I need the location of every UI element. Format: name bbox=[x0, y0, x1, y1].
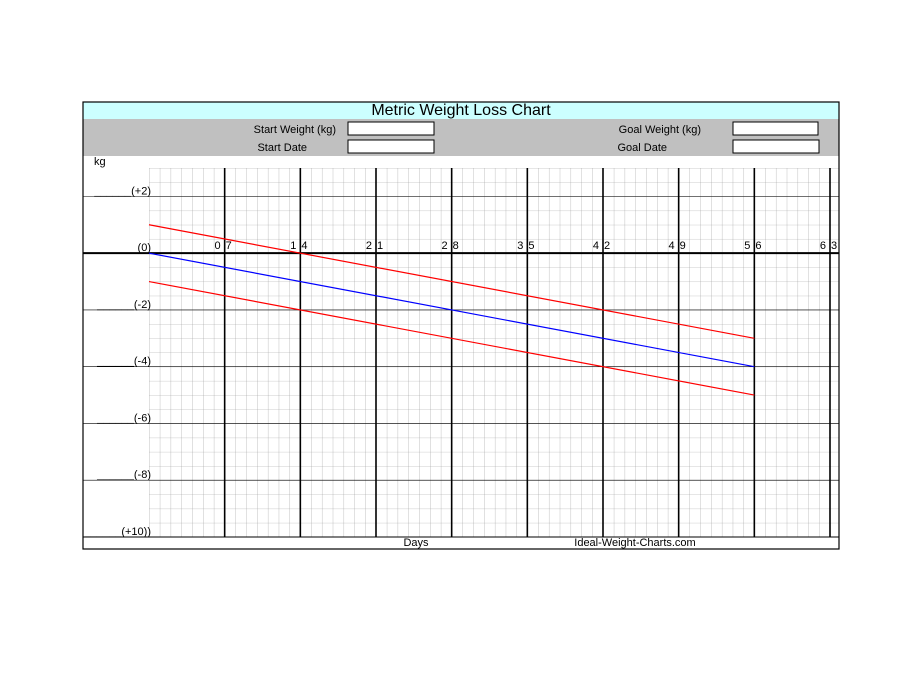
x-tick-label: 28 bbox=[442, 240, 464, 252]
input-box[interactable] bbox=[732, 121, 819, 136]
y-tick-label: ______(-8) bbox=[96, 469, 151, 481]
title-bar bbox=[83, 102, 839, 119]
trend-line bbox=[148, 224, 755, 339]
frame bbox=[82, 101, 840, 550]
y-tick-label: ______(+2) bbox=[93, 185, 151, 197]
x-tick-label: 63 bbox=[820, 240, 842, 252]
x-axis-label: Days bbox=[403, 537, 429, 549]
input-box[interactable] bbox=[347, 121, 435, 136]
plot: ______(+2) (0) ______(-2) ______(-4) ______(… bbox=[83, 168, 842, 538]
trend-line bbox=[148, 280, 755, 396]
y-axis-label: kg bbox=[94, 156, 106, 168]
minor-grid bbox=[149, 168, 839, 537]
trend-line bbox=[148, 252, 755, 368]
field-label: Start Date bbox=[257, 142, 307, 154]
x-tick-label: 49 bbox=[669, 240, 691, 252]
y-tick-label: (0) bbox=[138, 242, 151, 254]
y-tick-label: ______(+10)) bbox=[84, 526, 151, 538]
header-band bbox=[83, 119, 839, 156]
field-label: Goal Date bbox=[617, 142, 667, 154]
field-label: Goal Weight (kg) bbox=[619, 124, 701, 136]
y-tick-label: ______(-4) bbox=[96, 356, 151, 368]
y-tick-label: ______(-2) bbox=[96, 299, 151, 311]
x-tick-label: 07 bbox=[215, 240, 237, 252]
field-label: Start Weight (kg) bbox=[254, 124, 336, 136]
source: Ideal-Weight-Charts.com bbox=[574, 537, 695, 549]
input-box[interactable] bbox=[732, 139, 820, 154]
chart-title: Metric Weight Loss Chart bbox=[371, 102, 551, 119]
x-tick-label: 42 bbox=[593, 240, 615, 252]
input-box[interactable] bbox=[347, 139, 435, 154]
x-tick-label: 56 bbox=[744, 240, 766, 252]
y-tick-label: ______(-6) bbox=[96, 412, 151, 424]
x-tick-label: 14 bbox=[290, 240, 312, 252]
x-tick-label: 35 bbox=[517, 240, 539, 252]
x-tick-label: 21 bbox=[366, 240, 388, 252]
